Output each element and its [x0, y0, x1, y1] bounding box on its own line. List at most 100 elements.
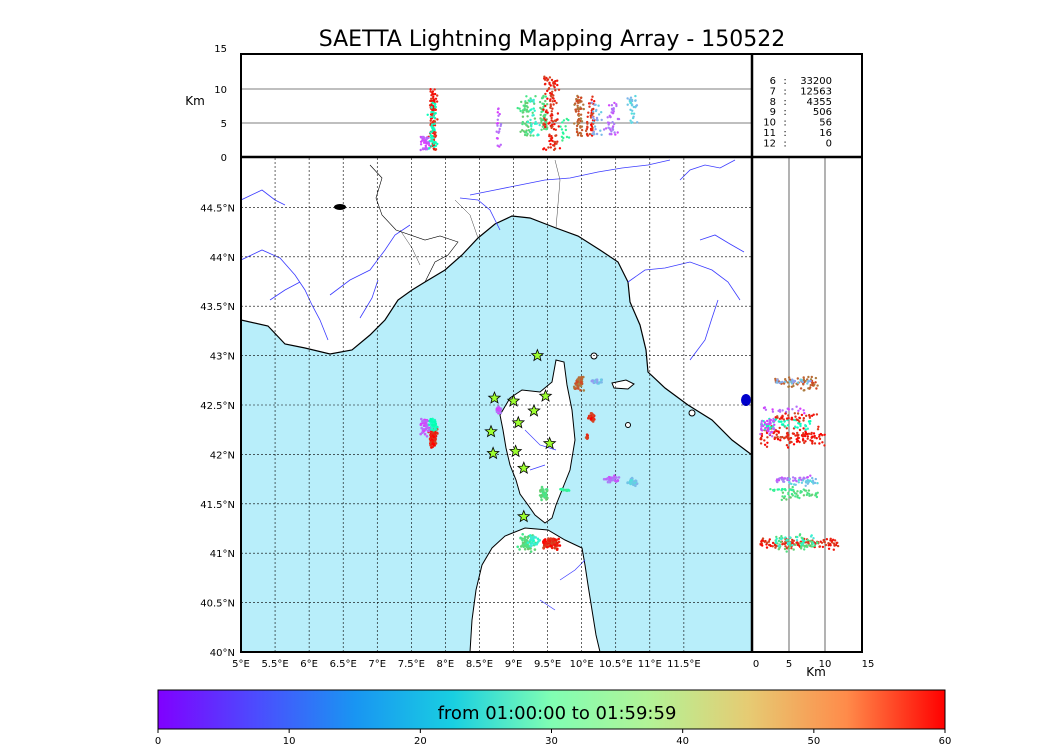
lat-alt-point — [768, 538, 771, 541]
altitude-point — [549, 91, 552, 95]
altitude-panel: 0 5 10 15 Km 6: 33200 7: 12563 8: 4355 9: 506 10: 56… — [185, 44, 862, 164]
lat-alt-point — [808, 422, 812, 425]
lat-alt-point — [788, 536, 792, 539]
map-point — [526, 541, 530, 544]
altitude-point — [613, 131, 616, 134]
lat-alt-point — [774, 436, 777, 439]
lat-alt-point — [778, 426, 781, 430]
map-point — [433, 420, 436, 424]
map-point — [582, 389, 586, 392]
lat-alt-point — [806, 476, 809, 479]
map-point — [576, 378, 580, 381]
map-x-tick-label: 7°E — [368, 659, 386, 670]
lat-alt-point — [786, 381, 789, 384]
lat-alt-point — [800, 413, 804, 417]
altitude-point — [430, 110, 433, 114]
altitude-point — [614, 133, 617, 136]
map-point — [592, 417, 595, 421]
altitude-point — [550, 136, 554, 140]
lat-alt-point — [793, 492, 797, 495]
map-point — [576, 385, 580, 389]
station-star-icon — [538, 389, 553, 402]
lat-alt-point — [784, 545, 787, 548]
station-star-icon — [508, 444, 523, 458]
altitude-point — [546, 103, 549, 106]
altitude-point — [541, 125, 544, 128]
lat-alt-point — [777, 479, 781, 482]
map-point — [544, 491, 548, 495]
altitude-point — [433, 88, 436, 91]
lat-alt-point — [800, 543, 804, 546]
colorbar-tick-label: 40 — [676, 736, 689, 747]
altitude-point — [604, 127, 608, 130]
lat-alt-point — [780, 535, 783, 538]
map-point — [593, 380, 597, 384]
lat-alt-point — [792, 384, 795, 388]
map-point — [585, 433, 589, 437]
altitude-point — [433, 145, 436, 149]
lat-alt-point — [763, 439, 766, 442]
map-point — [543, 493, 546, 497]
lat-alt-point — [799, 491, 802, 494]
map-y-tick-label: 40°N — [210, 648, 235, 659]
map-point — [529, 534, 532, 537]
altitude-point — [632, 115, 635, 118]
altitude-point — [557, 125, 560, 128]
station-count-label: 6 — [770, 76, 776, 87]
lat-alt-point — [771, 545, 774, 548]
lat-alt-point — [780, 478, 784, 481]
altitude-point — [589, 116, 593, 119]
lat-alt-point — [784, 536, 787, 539]
altitude-point — [578, 121, 581, 125]
lat-alt-point — [802, 494, 806, 497]
lat-alt-point — [782, 542, 786, 545]
altitude-point — [553, 82, 557, 85]
altitude-point — [611, 121, 614, 124]
lat-alt-point — [804, 424, 807, 427]
map-point — [499, 411, 503, 415]
colorbar-tick-label: 20 — [414, 736, 427, 747]
map-point — [434, 437, 437, 441]
altitude-point — [539, 113, 542, 117]
map-point — [525, 539, 529, 542]
altitude-point — [632, 112, 636, 115]
map-point — [574, 382, 577, 385]
map-point — [430, 446, 433, 449]
altitude-point — [496, 111, 499, 114]
station-star-icon — [516, 509, 531, 523]
map-point — [523, 535, 527, 539]
altitude-point — [597, 104, 600, 107]
altitude-point — [429, 134, 432, 137]
lat-alt-point — [799, 387, 803, 390]
lat-alt-point — [795, 405, 798, 408]
altitude-point — [424, 139, 427, 142]
lat-alt-point — [786, 424, 790, 427]
map-point — [545, 489, 549, 492]
altitude-point — [434, 144, 438, 147]
map-x-tick-label: 8.5°E — [466, 659, 493, 670]
altitude-point — [586, 125, 589, 128]
lat-alt-point — [829, 544, 832, 547]
lat-alt-point — [805, 541, 809, 544]
lat-alt-point — [808, 494, 811, 497]
lat-alt-point — [814, 477, 817, 481]
altitude-point — [551, 107, 554, 110]
altitude-point — [555, 101, 558, 105]
lat-alt-point — [809, 420, 812, 423]
altitude-point — [497, 107, 500, 111]
altitude-point — [552, 94, 555, 97]
lat-alt-point — [802, 409, 805, 412]
lat-alt-point — [761, 537, 765, 540]
lat-alt-point — [798, 428, 802, 432]
map-point — [424, 427, 428, 431]
altitude-point — [560, 128, 564, 131]
altitude-point — [576, 94, 579, 98]
map-y-ticks: 40°N 40.5°N 41°N 41.5°N 42°N 42.5°N 43°N 43.5°N… — [200, 203, 235, 659]
station-count-value: 16 — [819, 128, 832, 139]
lat-alt-point — [784, 378, 787, 381]
lat-alt-point — [806, 479, 809, 482]
altitude-point — [580, 107, 583, 110]
map-point — [577, 382, 581, 386]
lat-alt-point — [782, 496, 786, 500]
altitude-point — [548, 139, 551, 143]
